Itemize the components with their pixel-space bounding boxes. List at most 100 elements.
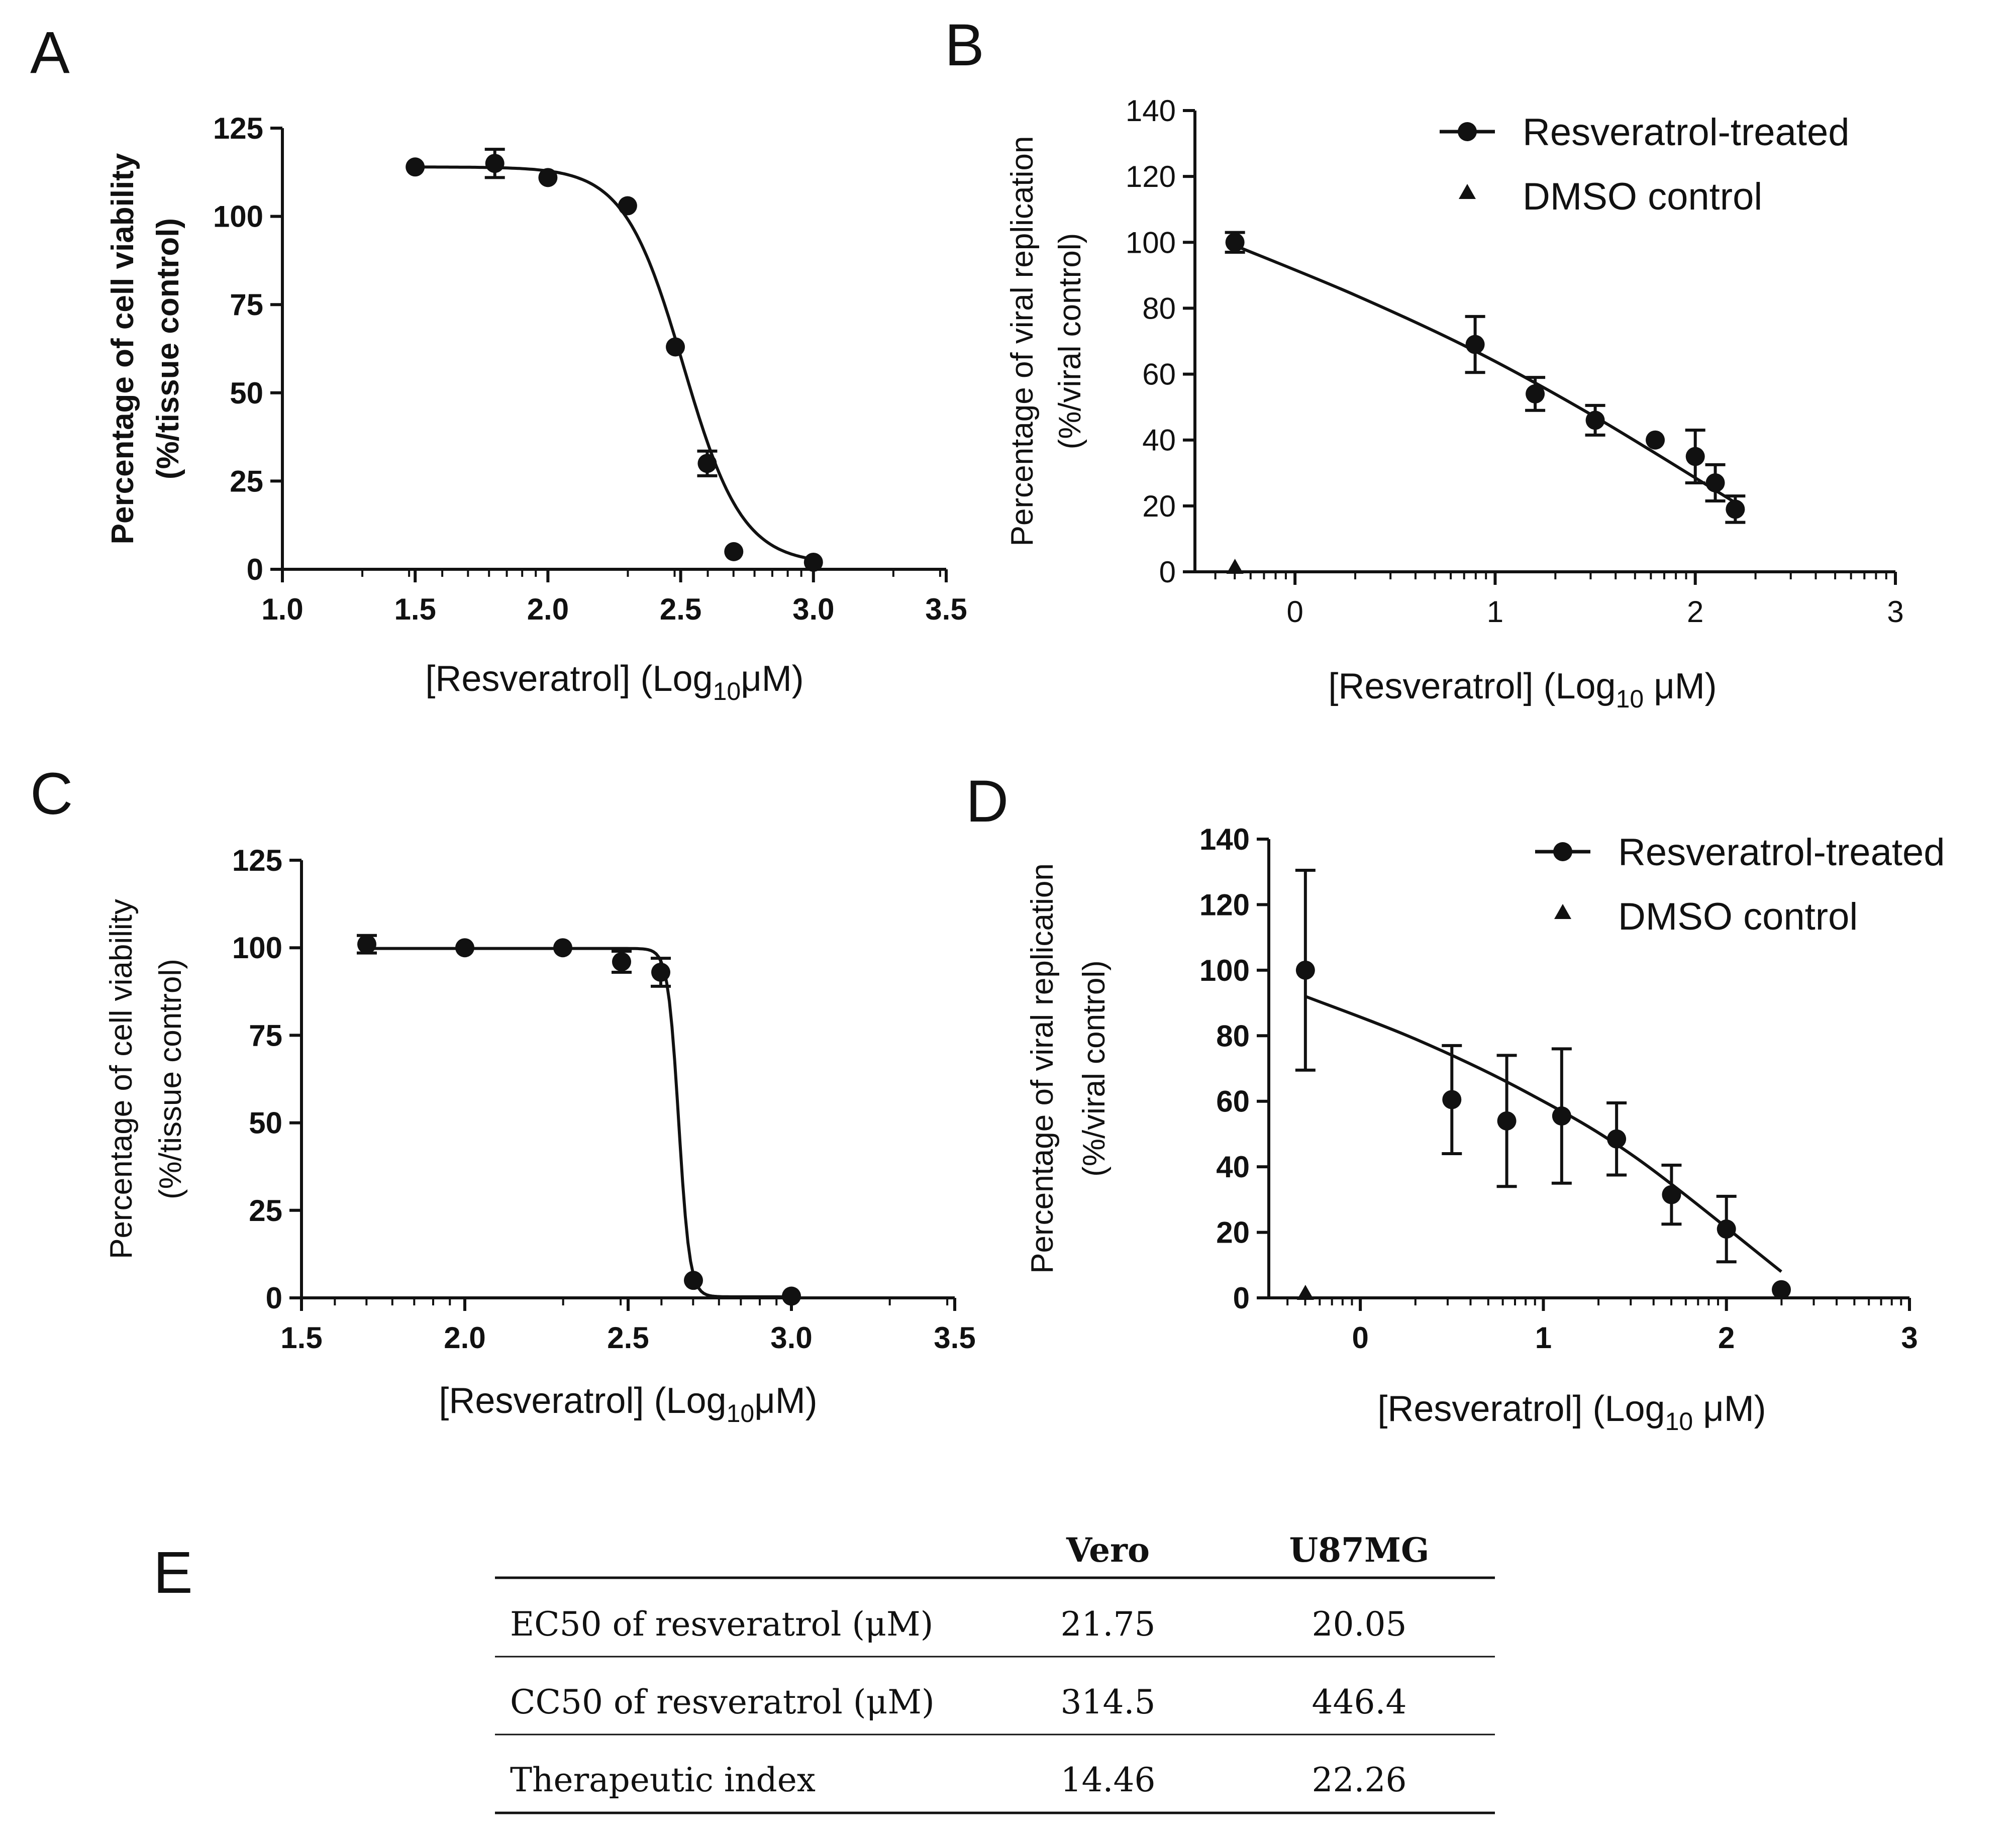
y-tick-label: 25 [249, 1194, 282, 1228]
y-tick-label: 80 [1216, 1019, 1250, 1053]
y-tick-label: 125 [213, 112, 263, 145]
data-point [1552, 1106, 1571, 1126]
y-tick-label: 60 [1142, 358, 1176, 391]
table-cell: 314.5 [1061, 1683, 1156, 1721]
y-tick-label: 0 [1233, 1281, 1250, 1315]
y-tick-label: 20 [1142, 489, 1176, 523]
legend-marker-triangle [1554, 904, 1571, 919]
y-axis-label-units: (%/viral control) [1053, 233, 1087, 450]
y-tick-label: 120 [1126, 160, 1176, 193]
x-tick-label: 1.5 [394, 592, 436, 626]
y-axis-label-units: (%/viral control) [1077, 960, 1112, 1177]
x-tick-label: 1.0 [261, 592, 303, 626]
table-cell: 446.4 [1312, 1683, 1407, 1721]
panel-b: B 0 20 40 60 80 100 120 140 0 1 2 3 Percentage of vir… [945, 12, 1904, 713]
panel-e: E Vero U87MG EC50 of resveratrol (μM) 21.75 2… [153, 1531, 1495, 1814]
data-point [612, 952, 631, 972]
x-tick-label: 0 [1286, 595, 1303, 629]
data-point [1585, 411, 1605, 430]
x-axis-label: [Resveratrol] (Log10 μM) [1328, 666, 1717, 713]
legend-label: DMSO control [1523, 175, 1762, 218]
data-point-triangle [1226, 559, 1244, 574]
table-header: U87MG [1289, 1531, 1430, 1570]
x-axis-label-unit: μM) [1644, 666, 1717, 706]
data-point [666, 337, 685, 357]
x-tick-label: 2 [1687, 595, 1703, 629]
x-axis-label: [Resveratrol] (Log10 μM) [1377, 1389, 1766, 1436]
y-tick-label: 0 [266, 1281, 282, 1315]
y-axis-label-units: (%/tissue control) [153, 959, 188, 1199]
y-tick-label: 100 [1126, 226, 1176, 259]
panel-letter: A [30, 20, 70, 86]
x-tick-label: 1.5 [280, 1321, 322, 1355]
data-point [1607, 1129, 1627, 1149]
data-point [455, 938, 474, 958]
panel-a: A 0 25 50 75 100 125 1.0 1.5 2.0 2.5 3.0 3.5 Percenta… [30, 20, 967, 705]
y-tick-label: 120 [1199, 888, 1250, 922]
data-point [485, 154, 505, 173]
legend-marker-circle [1553, 842, 1572, 861]
data-point [1685, 447, 1705, 466]
x-axis-label-subscript: 10 [713, 677, 741, 705]
y-tick-label: 140 [1126, 94, 1176, 128]
data-point [1726, 499, 1745, 519]
data-point-triangle [1296, 1285, 1314, 1300]
table-cell: 14.46 [1061, 1761, 1156, 1799]
legend-marker-triangle [1459, 184, 1476, 199]
x-tick-label: 1 [1487, 595, 1503, 629]
fit-curve [1304, 995, 1782, 1273]
data-point [1772, 1280, 1791, 1299]
x-tick-label: 0 [1352, 1321, 1368, 1355]
y-tick-label: 50 [249, 1106, 282, 1140]
x-axis-label: [Resveratrol] (Log10μM) [439, 1381, 817, 1428]
y-tick-label: 0 [247, 553, 263, 586]
y-tick-label: 100 [1199, 954, 1250, 987]
x-tick-label: 2.0 [527, 592, 569, 626]
data-point [1442, 1090, 1462, 1109]
data-point [1526, 384, 1545, 403]
data-point [803, 552, 823, 572]
table-row-label: EC50 of resveratrol (μM) [510, 1605, 933, 1644]
y-tick-label: 50 [230, 376, 263, 410]
panel-letter: D [966, 768, 1009, 835]
data-point [406, 157, 425, 177]
y-tick-label: 40 [1216, 1150, 1250, 1184]
data-point [724, 542, 744, 561]
x-axis-label: [Resveratrol] (Log10μM) [425, 659, 803, 705]
data-point [357, 935, 376, 954]
legend-marker-circle [1458, 122, 1477, 141]
legend-label: Resveratrol-treated [1618, 831, 1945, 874]
data-point [684, 1271, 703, 1290]
y-axis-label: Percentage of cell viability [106, 153, 140, 544]
y-tick-label: 100 [213, 200, 263, 234]
y-tick-label: 100 [232, 931, 282, 965]
data-point [538, 168, 558, 187]
x-axis-label-main: [Resveratrol] (Log [1377, 1389, 1665, 1429]
panel-c: C 0 25 50 75 100 125 1.5 2.0 2.5 3.0 3.5 Percentage … [30, 761, 976, 1428]
x-tick-label: 2.0 [444, 1321, 485, 1355]
y-tick-label: 140 [1199, 823, 1250, 856]
data-point [1646, 430, 1665, 450]
y-tick-label: 60 [1216, 1085, 1250, 1118]
x-axis-label-main: [Resveratrol] (Log [425, 659, 713, 699]
y-tick-label: 20 [1216, 1216, 1250, 1250]
data-point [782, 1286, 801, 1306]
data-point [651, 962, 670, 982]
table-row-label: CC50 of resveratrol (μM) [510, 1683, 935, 1721]
table-cell: 22.26 [1312, 1761, 1407, 1799]
x-tick-label: 3.0 [792, 592, 834, 626]
panel-letter: B [945, 12, 984, 78]
y-axis-label: Percentage of viral replication [1005, 136, 1040, 547]
table-row-label: Therapeutic index [510, 1761, 816, 1799]
x-axis-label-subscript: 10 [727, 1399, 755, 1428]
y-axis-label: Percentage of cell viability [104, 899, 139, 1259]
panel-letter: E [153, 1540, 193, 1606]
x-axis-label-unit: μM) [741, 659, 803, 699]
legend-label: DMSO control [1618, 895, 1858, 938]
y-tick-label: 75 [249, 1018, 282, 1052]
legend-label: Resveratrol-treated [1523, 111, 1850, 154]
data-point [618, 196, 637, 216]
y-axis-label: Percentage of viral replication [1025, 863, 1060, 1274]
table-cell: 20.05 [1312, 1605, 1407, 1644]
